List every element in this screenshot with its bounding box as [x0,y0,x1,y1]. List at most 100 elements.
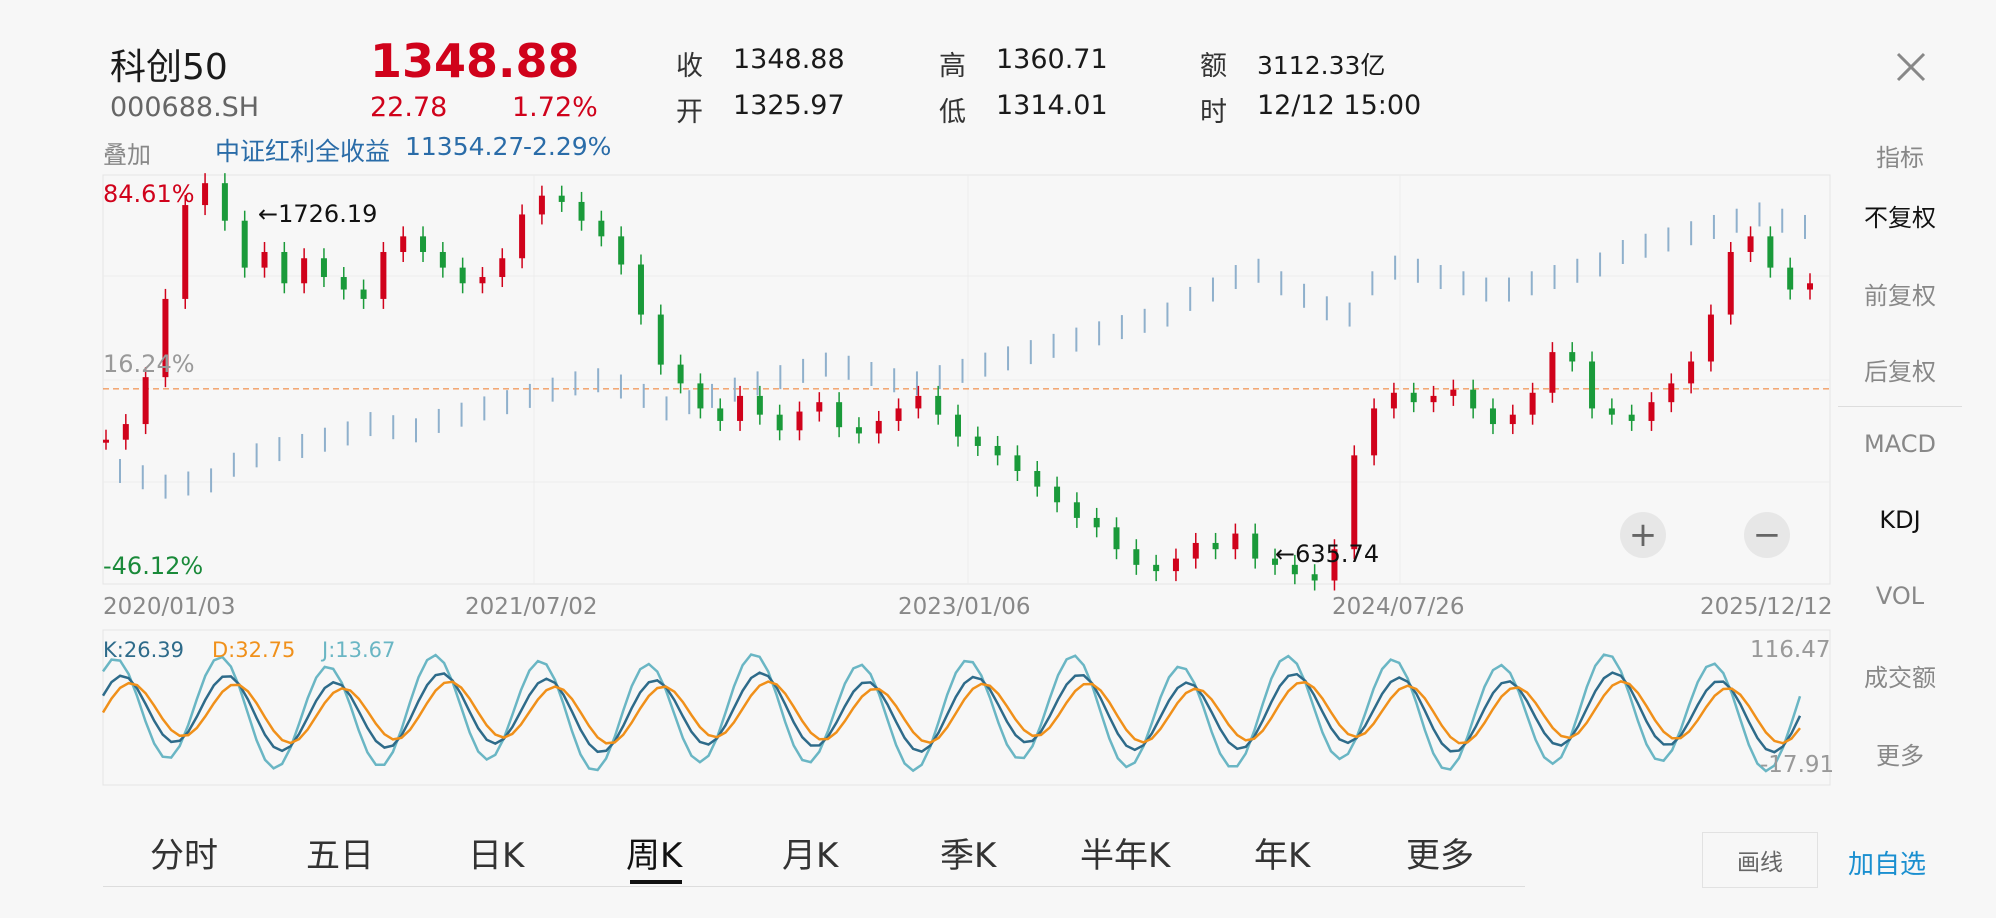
candle-body [677,364,684,384]
candle-body [1430,395,1437,403]
candle-body [1668,383,1675,403]
candle-body [1489,408,1496,425]
candle-body [836,402,843,428]
side-divider [1838,406,1962,407]
period-tab[interactable]: 半年K [1080,836,1171,876]
candle-body [1172,558,1179,572]
candle-body [657,314,664,365]
side-menu-item[interactable]: 前复权 [1864,282,1936,310]
kdj-d-line [101,679,1801,745]
candle-body [697,383,704,409]
candle-body [1034,470,1041,487]
candle-body [974,436,981,446]
candle-body [1291,564,1298,575]
zoom-in-button[interactable]: + [1620,512,1666,558]
candle-body [1628,414,1635,421]
kdj-chart [101,653,1802,773]
top-pct-label: 84.61% [103,180,195,208]
x-tick-label: 2020/01/03 [103,594,236,620]
side-menu-item[interactable]: MACD [1864,430,1936,458]
add-favorite-button[interactable]: 加自选 [1848,850,1927,880]
period-tab[interactable]: 月K [782,836,839,876]
candle-body [1787,267,1794,290]
period-tab[interactable]: 分时 [150,836,218,876]
candle-body [320,258,327,278]
candle-body [1331,549,1338,581]
candle-body [1509,414,1516,425]
candle-body [1311,574,1318,581]
candle-body [380,251,387,299]
side-menu-item[interactable]: 更多 [1876,742,1924,770]
candle-body [895,408,902,421]
candle-body [241,220,248,268]
candle-body [459,267,466,284]
kdj-j-label: J:13.67 [322,638,396,662]
candle-body [221,183,228,221]
candle-body [618,236,625,265]
overlay-name[interactable]: 中证红利全收益 [215,137,391,166]
low-label: 低 [939,97,966,128]
close-button[interactable] [1886,42,1936,92]
candle-body [717,408,724,421]
overlay-pct: -2.29% [523,132,612,161]
candle-body [1707,314,1714,362]
candle-body [1807,283,1813,290]
candle-body [1470,389,1477,409]
candle-body [598,220,605,237]
high-value: 1360.71 [996,44,1108,75]
stock-code: 000688.SH [110,92,260,123]
kdj-max-label: 116.47 [1750,637,1831,663]
candle-body [340,277,347,290]
chart-grid [102,174,1831,786]
period-tab[interactable]: 日K [468,836,525,876]
side-menu-item[interactable]: KDJ [1879,506,1921,534]
candle-body [1688,361,1695,384]
time-label: 时 [1200,97,1227,128]
side-menu-item[interactable]: 成交额 [1864,664,1936,692]
zoom-out-button[interactable]: − [1744,512,1790,558]
candle-body [1569,352,1576,362]
candle-body [1192,542,1199,559]
candle-series [103,173,1813,591]
candle-body [360,289,367,299]
stock-name: 科创50 [110,47,228,88]
candle-body [1727,251,1734,315]
candle-body [1272,558,1279,565]
candle-body [1390,392,1397,409]
side-menu-item[interactable]: 后复权 [1864,358,1936,386]
x-tick-label: 2023/01/06 [898,594,1031,620]
candle-body [301,258,308,284]
price-change: 22.78 [370,92,448,123]
period-tab[interactable]: 年K [1254,836,1311,876]
close-icon [1896,52,1926,82]
draw-line-button[interactable]: 画线 [1702,832,1818,888]
current-price: 1348.88 [370,34,580,88]
side-menu-item: 指标 [1876,144,1924,172]
candle-body [756,395,763,415]
side-menu-item[interactable]: 不复权 [1864,204,1936,232]
candle-body [1589,361,1596,409]
period-tab[interactable]: 五日 [306,836,374,876]
candle-body [578,201,585,221]
tab-bottom-divider [103,886,1525,887]
period-tab[interactable]: 季K [940,836,997,876]
amount-value: 3112.33亿 [1257,51,1386,80]
candle-body [182,205,189,299]
candle-body [955,414,961,437]
candle-body [1014,455,1021,471]
candle-body [261,251,268,268]
overlay-label[interactable]: 叠加 [103,141,151,169]
candle-body [1133,549,1140,565]
period-tab[interactable]: 周K [626,836,683,876]
candle-body [737,395,744,421]
period-tab[interactable]: 更多 [1406,836,1474,876]
side-menu-item[interactable]: VOL [1875,582,1925,610]
candle-body [1252,533,1259,559]
candle-body [1073,502,1080,518]
close-label: 收 [676,51,703,82]
candle-body [1232,533,1239,550]
candle-body [1113,527,1120,550]
candle-body [1410,392,1417,403]
